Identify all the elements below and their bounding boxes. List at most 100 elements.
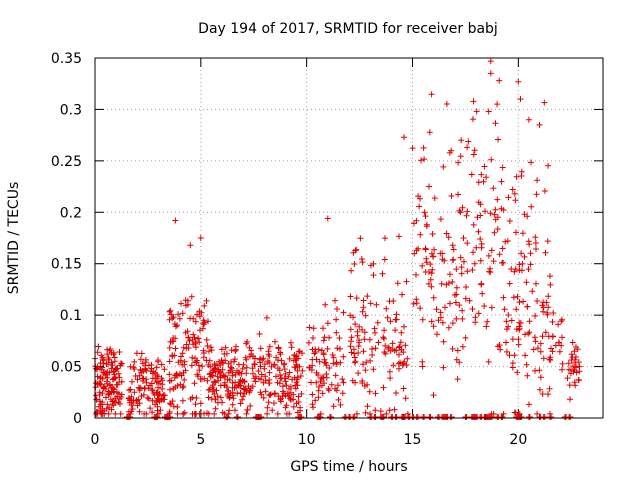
data-point bbox=[310, 325, 317, 332]
data-point bbox=[475, 199, 482, 206]
data-point bbox=[515, 336, 522, 343]
data-point bbox=[111, 371, 118, 378]
data-point bbox=[152, 375, 159, 382]
data-point bbox=[309, 401, 316, 408]
data-point bbox=[221, 351, 228, 357]
data-point bbox=[312, 397, 319, 404]
data-point bbox=[547, 281, 554, 288]
data-point bbox=[118, 360, 124, 367]
data-point bbox=[558, 318, 565, 325]
data-point bbox=[533, 246, 539, 252]
data-point bbox=[516, 325, 523, 332]
data-point bbox=[453, 266, 460, 273]
data-point bbox=[114, 393, 121, 400]
data-point bbox=[143, 376, 150, 383]
data-point bbox=[497, 346, 504, 353]
data-point bbox=[422, 246, 429, 253]
y-tick-label: 0.15 bbox=[51, 257, 82, 273]
data-point bbox=[180, 410, 187, 417]
data-point bbox=[232, 407, 238, 414]
data-point bbox=[483, 174, 490, 181]
data-point bbox=[428, 318, 435, 325]
data-point bbox=[101, 383, 108, 390]
data-point bbox=[537, 374, 544, 381]
data-point bbox=[512, 197, 519, 204]
data-point bbox=[184, 328, 191, 335]
data-point bbox=[107, 346, 114, 352]
data-point bbox=[191, 380, 198, 387]
data-point bbox=[319, 390, 326, 397]
data-point bbox=[320, 325, 326, 332]
data-point bbox=[334, 345, 341, 352]
data-point bbox=[555, 339, 562, 346]
data-point bbox=[106, 382, 113, 389]
data-point bbox=[142, 359, 149, 366]
data-point bbox=[519, 230, 526, 237]
data-point bbox=[149, 387, 156, 394]
data-point bbox=[415, 193, 422, 200]
data-point bbox=[332, 297, 338, 304]
data-point bbox=[281, 360, 288, 367]
data-point bbox=[360, 304, 367, 311]
data-point bbox=[182, 297, 189, 304]
data-point bbox=[171, 374, 178, 381]
data-point bbox=[514, 369, 521, 376]
data-point bbox=[441, 257, 448, 264]
data-point bbox=[192, 410, 199, 417]
data-point bbox=[244, 406, 251, 413]
data-point bbox=[495, 136, 501, 143]
data-point bbox=[386, 407, 393, 414]
data-point bbox=[453, 315, 460, 322]
data-point bbox=[306, 364, 313, 371]
data-point bbox=[394, 280, 401, 287]
data-point bbox=[208, 396, 215, 402]
data-point bbox=[205, 318, 211, 325]
data-point bbox=[199, 363, 206, 370]
data-point bbox=[440, 364, 447, 371]
data-point bbox=[153, 399, 160, 406]
data-point bbox=[207, 344, 214, 351]
data-point bbox=[186, 337, 193, 344]
data-point bbox=[511, 352, 518, 359]
data-point bbox=[340, 309, 347, 316]
data-point bbox=[362, 409, 369, 416]
data-point bbox=[477, 212, 484, 219]
data-point bbox=[356, 339, 363, 346]
data-point bbox=[545, 304, 552, 311]
data-point bbox=[446, 149, 453, 156]
data-point bbox=[349, 377, 356, 384]
data-point bbox=[479, 290, 486, 297]
data-point bbox=[525, 330, 532, 337]
data-point bbox=[103, 394, 109, 401]
data-point bbox=[333, 329, 340, 336]
data-point bbox=[494, 101, 501, 108]
data-point bbox=[112, 366, 119, 373]
data-point bbox=[470, 116, 476, 123]
data-point bbox=[576, 368, 583, 375]
data-point bbox=[393, 414, 400, 420]
data-point bbox=[513, 173, 520, 180]
data-point bbox=[114, 381, 121, 388]
data-point bbox=[414, 414, 421, 420]
data-point bbox=[205, 394, 212, 401]
data-point bbox=[155, 357, 162, 364]
data-point bbox=[364, 403, 371, 410]
data-point bbox=[335, 382, 341, 389]
data-point bbox=[410, 300, 417, 307]
data-point bbox=[463, 212, 470, 219]
data-point bbox=[524, 303, 531, 310]
data-point bbox=[488, 156, 495, 163]
data-point bbox=[533, 191, 540, 198]
data-point bbox=[178, 353, 184, 360]
data-point bbox=[149, 397, 156, 404]
data-point bbox=[173, 371, 180, 377]
data-point bbox=[142, 366, 149, 373]
data-point bbox=[446, 271, 453, 278]
data-point bbox=[265, 348, 272, 355]
data-point bbox=[239, 365, 246, 372]
data-point bbox=[283, 402, 290, 409]
data-point bbox=[449, 320, 456, 327]
data-point bbox=[261, 361, 268, 368]
data-point bbox=[264, 404, 271, 411]
data-point bbox=[399, 291, 405, 298]
